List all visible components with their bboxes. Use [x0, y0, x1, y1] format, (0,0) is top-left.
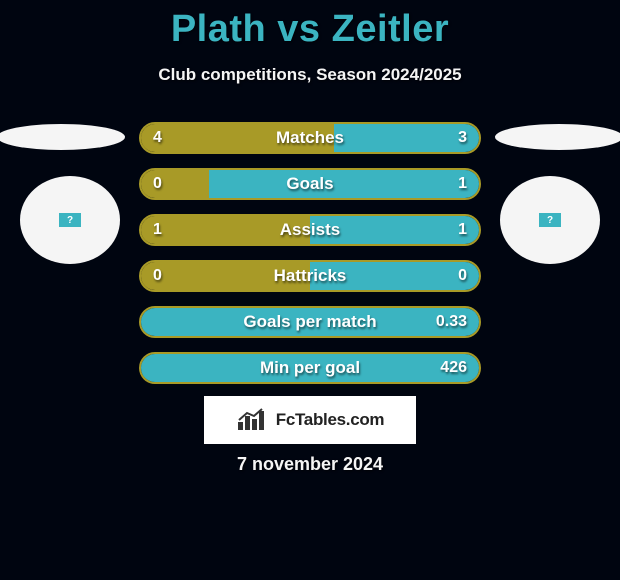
stat-fill-left: [141, 124, 334, 152]
stat-bars-container: 43Matches 01Goals 11Assists 00Hattricks 0.33…: [139, 122, 481, 398]
stat-row: 426Min per goal: [139, 352, 481, 384]
placeholder-badge-icon: ?: [539, 213, 561, 227]
logo-chart-icon: [236, 408, 270, 432]
page-title: Plath vs Zeitler: [0, 0, 620, 51]
player-left-ellipse: [0, 124, 125, 150]
player-right-avatar: ?: [500, 176, 600, 264]
stat-fill-right: [209, 170, 479, 198]
stat-row: 00Hattricks: [139, 260, 481, 292]
fctables-logo: FcTables.com: [204, 396, 416, 444]
stat-fill-right: [141, 308, 479, 336]
date-label: 7 november 2024: [0, 454, 620, 475]
stat-row: 11Assists: [139, 214, 481, 246]
stat-fill-left: [141, 170, 209, 198]
subtitle: Club competitions, Season 2024/2025: [0, 65, 620, 85]
player-right-ellipse: [495, 124, 620, 150]
stat-row: 43Matches: [139, 122, 481, 154]
stat-fill-left: [141, 216, 310, 244]
stat-row: 0.33Goals per match: [139, 306, 481, 338]
placeholder-badge-icon: ?: [59, 213, 81, 227]
stat-fill-right: [310, 262, 479, 290]
stat-fill-right: [310, 216, 479, 244]
logo-text: FcTables.com: [276, 410, 385, 430]
stat-row: 01Goals: [139, 168, 481, 200]
player-left-avatar: ?: [20, 176, 120, 264]
stat-fill-right: [141, 354, 479, 382]
stat-fill-right: [334, 124, 479, 152]
stat-fill-left: [141, 262, 310, 290]
